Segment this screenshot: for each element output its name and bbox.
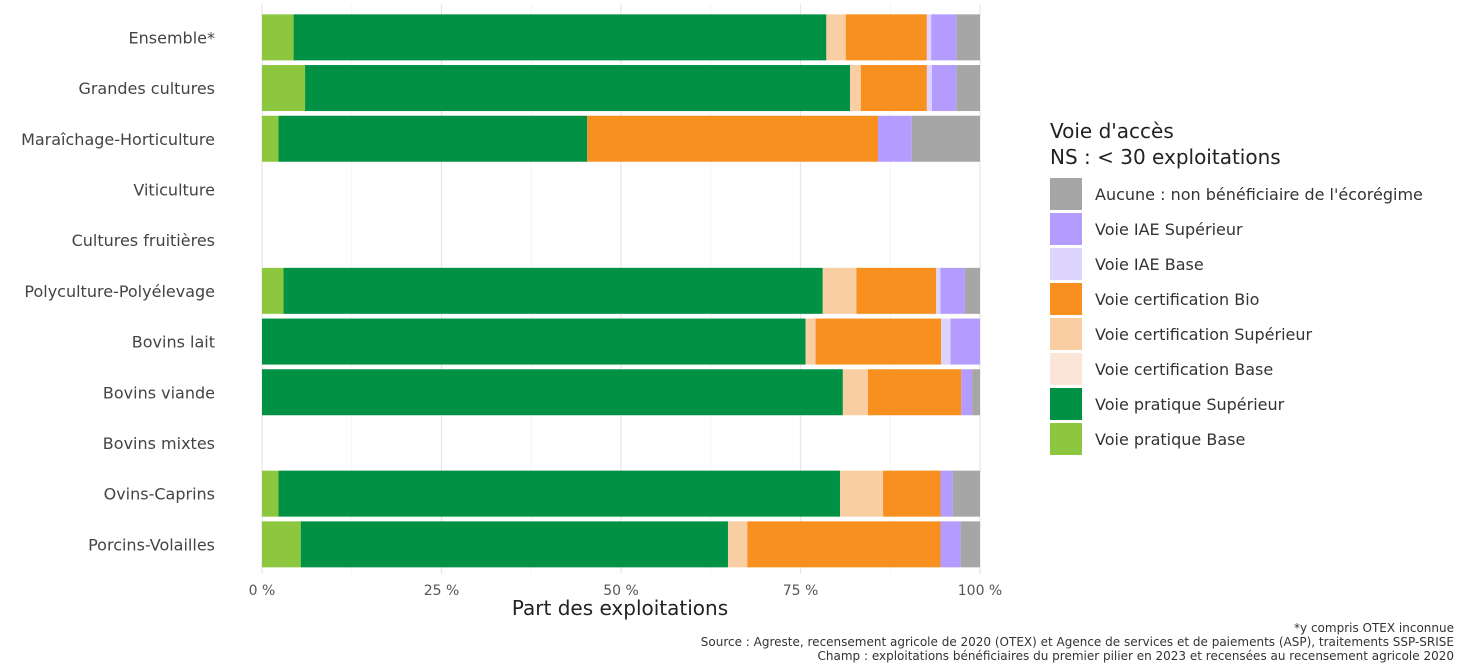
bar-segment-3-8 bbox=[911, 115, 980, 162]
x-tick-label: 25 % bbox=[424, 583, 460, 599]
bar-segment-11-8 bbox=[960, 521, 980, 568]
bar-segment-8-2 bbox=[262, 369, 843, 416]
legend-label: Voie certification Base bbox=[1095, 360, 1273, 379]
footnote: *y compris OTEX inconnue bbox=[1294, 621, 1454, 635]
bars bbox=[262, 14, 980, 568]
category-label: Ovins-Caprins bbox=[104, 485, 215, 504]
bar-segment-7-6 bbox=[941, 318, 951, 365]
bar-segment-6-2 bbox=[283, 267, 823, 314]
bar-segment-7-5 bbox=[815, 318, 942, 365]
x-axis-ticks: 0 % 25 % 50 % 75 % 100 % bbox=[249, 583, 1003, 599]
bar-segment-2-8 bbox=[956, 65, 980, 112]
bar-segment-8-5 bbox=[867, 369, 962, 416]
footnote: Source : Agreste, recensement agricole d… bbox=[701, 635, 1454, 649]
bar-segment-7-7 bbox=[950, 318, 980, 365]
bar-segment-10-4 bbox=[839, 470, 884, 517]
legend-swatch bbox=[1050, 388, 1082, 420]
x-tick-label: 0 % bbox=[249, 583, 276, 599]
bar-segment-2-4 bbox=[850, 65, 861, 112]
legend-label: Voie pratique Supérieur bbox=[1095, 395, 1285, 414]
bar-segment-6-5 bbox=[856, 267, 937, 314]
bar-segment-2-6 bbox=[926, 65, 932, 112]
bar-segment-1-8 bbox=[956, 14, 980, 61]
x-axis-title: Part des exploitations bbox=[512, 596, 728, 620]
bar-segment-2-2 bbox=[305, 65, 851, 112]
bar-segment-8-7 bbox=[961, 369, 973, 416]
legend-swatch bbox=[1050, 178, 1082, 210]
bar-segment-6-7 bbox=[940, 267, 965, 314]
legend-label: Voie certification Supérieur bbox=[1095, 325, 1313, 344]
bar-segment-6-1 bbox=[262, 267, 284, 314]
legend-swatch bbox=[1050, 423, 1082, 455]
bar-segment-3-1 bbox=[262, 115, 279, 162]
bar-segment-10-1 bbox=[262, 470, 279, 517]
legend-title: NS : < 30 exploitations bbox=[1050, 145, 1281, 169]
bar-segment-8-4 bbox=[842, 369, 868, 416]
category-label: Porcins-Volailles bbox=[88, 535, 215, 554]
category-label: Ensemble* bbox=[129, 28, 215, 47]
bar-segment-1-1 bbox=[262, 14, 294, 61]
bar-segment-11-1 bbox=[262, 521, 301, 568]
bar-segment-10-2 bbox=[278, 470, 840, 517]
footnote: Champ : exploitations bénéficiaires du p… bbox=[818, 649, 1455, 663]
legend-label: Aucune : non bénéficiaire de l'écorégime bbox=[1095, 185, 1423, 204]
bar-segment-10-7 bbox=[940, 470, 953, 517]
bar-segment-1-2 bbox=[293, 14, 827, 61]
legend-swatch bbox=[1050, 213, 1082, 245]
legend-swatch bbox=[1050, 353, 1082, 385]
legend-label: Voie certification Bio bbox=[1095, 290, 1259, 309]
bar-segment-6-6 bbox=[936, 267, 941, 314]
x-tick-label: 100 % bbox=[958, 583, 1002, 599]
bar-segment-6-4 bbox=[822, 267, 857, 314]
x-tick-label: 75 % bbox=[783, 583, 819, 599]
category-label: Bovins viande bbox=[103, 383, 215, 402]
legend-swatch bbox=[1050, 283, 1082, 315]
legend-label: Voie pratique Base bbox=[1095, 430, 1245, 449]
bar-segment-8-8 bbox=[972, 369, 980, 416]
legend-title: Voie d'accès bbox=[1050, 119, 1174, 143]
bar-segment-10-5 bbox=[883, 470, 941, 517]
bar-segment-3-7 bbox=[878, 115, 912, 162]
category-label: Bovins lait bbox=[132, 333, 215, 352]
bar-segment-1-4 bbox=[826, 14, 846, 61]
x-tick-label: 50 % bbox=[603, 583, 639, 599]
bar-segment-6-8 bbox=[964, 267, 980, 314]
bar-segment-2-5 bbox=[860, 65, 927, 112]
category-label: Maraîchage-Horticulture bbox=[21, 130, 215, 149]
bar-segment-3-2 bbox=[278, 115, 588, 162]
bar-segment-1-5 bbox=[845, 14, 927, 61]
legend-label: Voie IAE Supérieur bbox=[1095, 220, 1243, 239]
category-label: Grandes cultures bbox=[78, 79, 215, 98]
bar-segment-2-7 bbox=[931, 65, 957, 112]
bar-segment-11-7 bbox=[940, 521, 961, 568]
bar-segment-1-7 bbox=[931, 14, 957, 61]
bar-segment-11-4 bbox=[727, 521, 748, 568]
bar-segment-11-5 bbox=[747, 521, 941, 568]
bar-segment-7-4 bbox=[805, 318, 816, 365]
category-label: Cultures fruitières bbox=[72, 231, 215, 250]
legend-swatch bbox=[1050, 248, 1082, 280]
bar-segment-7-2 bbox=[262, 318, 806, 365]
bar-segment-10-8 bbox=[952, 470, 980, 517]
category-label: Polyculture-Polyélevage bbox=[24, 282, 215, 301]
legend-swatch bbox=[1050, 318, 1082, 350]
bar-segment-1-6 bbox=[926, 14, 932, 61]
bar-segment-11-2 bbox=[300, 521, 728, 568]
category-label: Bovins mixtes bbox=[103, 434, 215, 453]
bar-segment-3-5 bbox=[587, 115, 879, 162]
category-labels: Ensemble* Grandes cultures Maraîchage-Hort… bbox=[21, 28, 215, 554]
legend-label: Voie IAE Base bbox=[1095, 255, 1204, 274]
category-label: Viticulture bbox=[133, 180, 215, 199]
bar-segment-2-1 bbox=[262, 65, 306, 112]
